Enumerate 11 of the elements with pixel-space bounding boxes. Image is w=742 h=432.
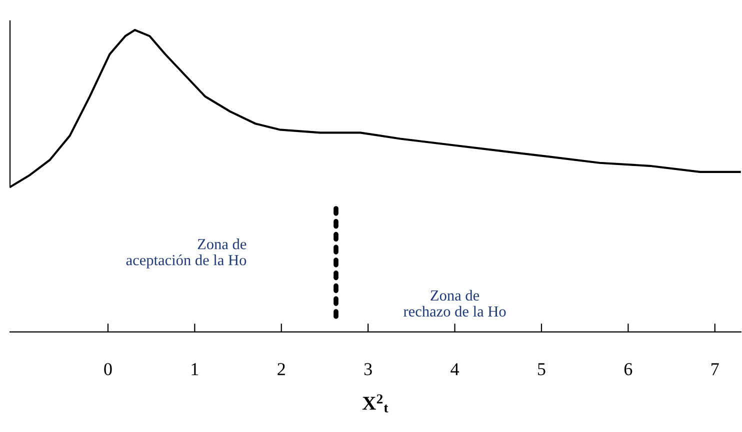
x-tick-label: 0 — [104, 363, 112, 376]
x-tick-label: 6 — [624, 363, 632, 376]
annotation: Zona de aceptación de la Ho — [126, 238, 246, 268]
x-tick-label: 5 — [538, 363, 546, 376]
annotation: Zona de rechazo de la Ho — [404, 290, 506, 317]
x-tick-label: 4 — [450, 363, 460, 376]
x-tick-label: 7 — [712, 363, 719, 376]
x-tick-label: 3 — [364, 363, 372, 376]
x-axis-title: X$^{2}$$_{t}$ — [362, 394, 388, 412]
x-tick-label: 1 — [192, 363, 198, 376]
x-tick-label: 2 — [278, 363, 285, 376]
